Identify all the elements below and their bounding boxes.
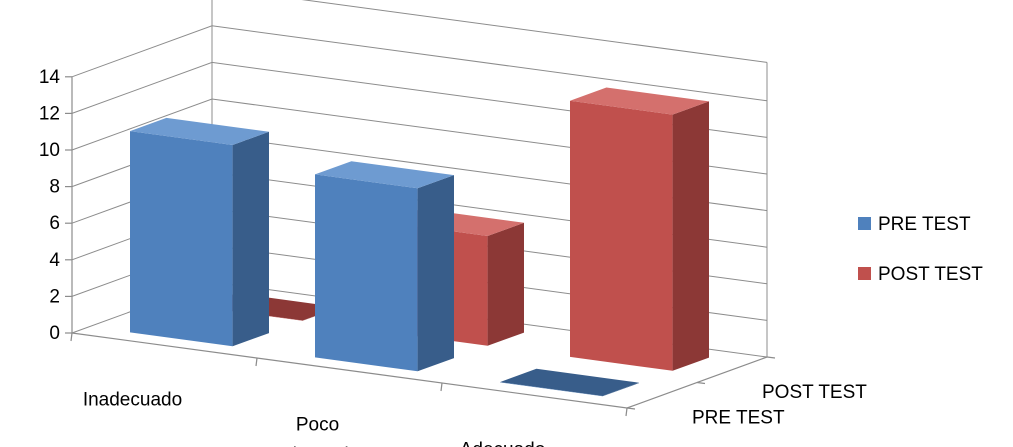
wall-top-edge (301, 0, 768, 63)
bar-pre-test-poco-adecuado (315, 161, 454, 372)
category-label-adecuado: Adecuado (460, 440, 546, 447)
bar-front (130, 131, 233, 347)
bar-front (500, 382, 603, 397)
y-tick-label-12: 12 (39, 103, 60, 124)
y-tick-label-0: 0 (49, 323, 60, 344)
y-tick-label-4: 4 (49, 250, 60, 271)
bar-side (487, 222, 524, 346)
bar-top (500, 368, 639, 396)
depth-labels: PRE TEST POST TEST (692, 382, 867, 429)
y-tick-label-8: 8 (49, 177, 60, 198)
legend-item-pre-test: PRE TEST (858, 214, 971, 235)
bar-top (315, 161, 454, 189)
depth-label-post-test: POST TEST (762, 382, 867, 403)
y-tick-label-10: 10 (39, 140, 60, 161)
legend-label: POST TEST (878, 264, 983, 285)
gridline-14 (71, 25, 768, 102)
bar-side (417, 175, 454, 372)
bar-post-test-adecuado (570, 87, 709, 371)
bars (130, 87, 709, 397)
category-label-inadecuado: Inadecuado (83, 390, 182, 411)
depth-tick-2 (766, 356, 776, 359)
y-tick-label-2: 2 (49, 286, 60, 307)
category-labels: Inadecuado Pocoadecuado Adecuado (83, 390, 545, 447)
legend-label: PRE TEST (878, 214, 971, 235)
bar-front (570, 100, 673, 371)
bar-side (672, 101, 709, 371)
x-tick-0 (70, 332, 73, 342)
bar-pre-test-adecuado (500, 368, 639, 397)
legend-item-post-test: POST TEST (858, 264, 983, 285)
y-tick-label-14: 14 (39, 67, 61, 88)
legend: PRE TEST POST TEST (858, 214, 983, 285)
bar-front (315, 174, 418, 372)
axes (65, 76, 776, 417)
x-tick-1 (255, 357, 258, 367)
depth-tick-0 (626, 407, 636, 410)
legend-swatch (858, 267, 871, 280)
depth-tick-1 (696, 381, 706, 385)
legend-swatch (858, 217, 871, 230)
depth-label-pre-test: PRE TEST (692, 407, 785, 428)
y-tick-label-6: 6 (49, 213, 60, 234)
y-tick-labels: 0 2 4 6 8 10 12 14 (39, 67, 61, 344)
bar-top (130, 117, 269, 145)
x-tick-2 (440, 382, 443, 392)
x-tick-3 (625, 407, 628, 417)
category-label-poco-adecuado: Pocoadecuado (276, 415, 359, 447)
bar-side (602, 382, 639, 397)
bar-pre-test-inadecuado (130, 117, 269, 347)
bar-side (232, 131, 269, 347)
bar-top (570, 87, 709, 115)
